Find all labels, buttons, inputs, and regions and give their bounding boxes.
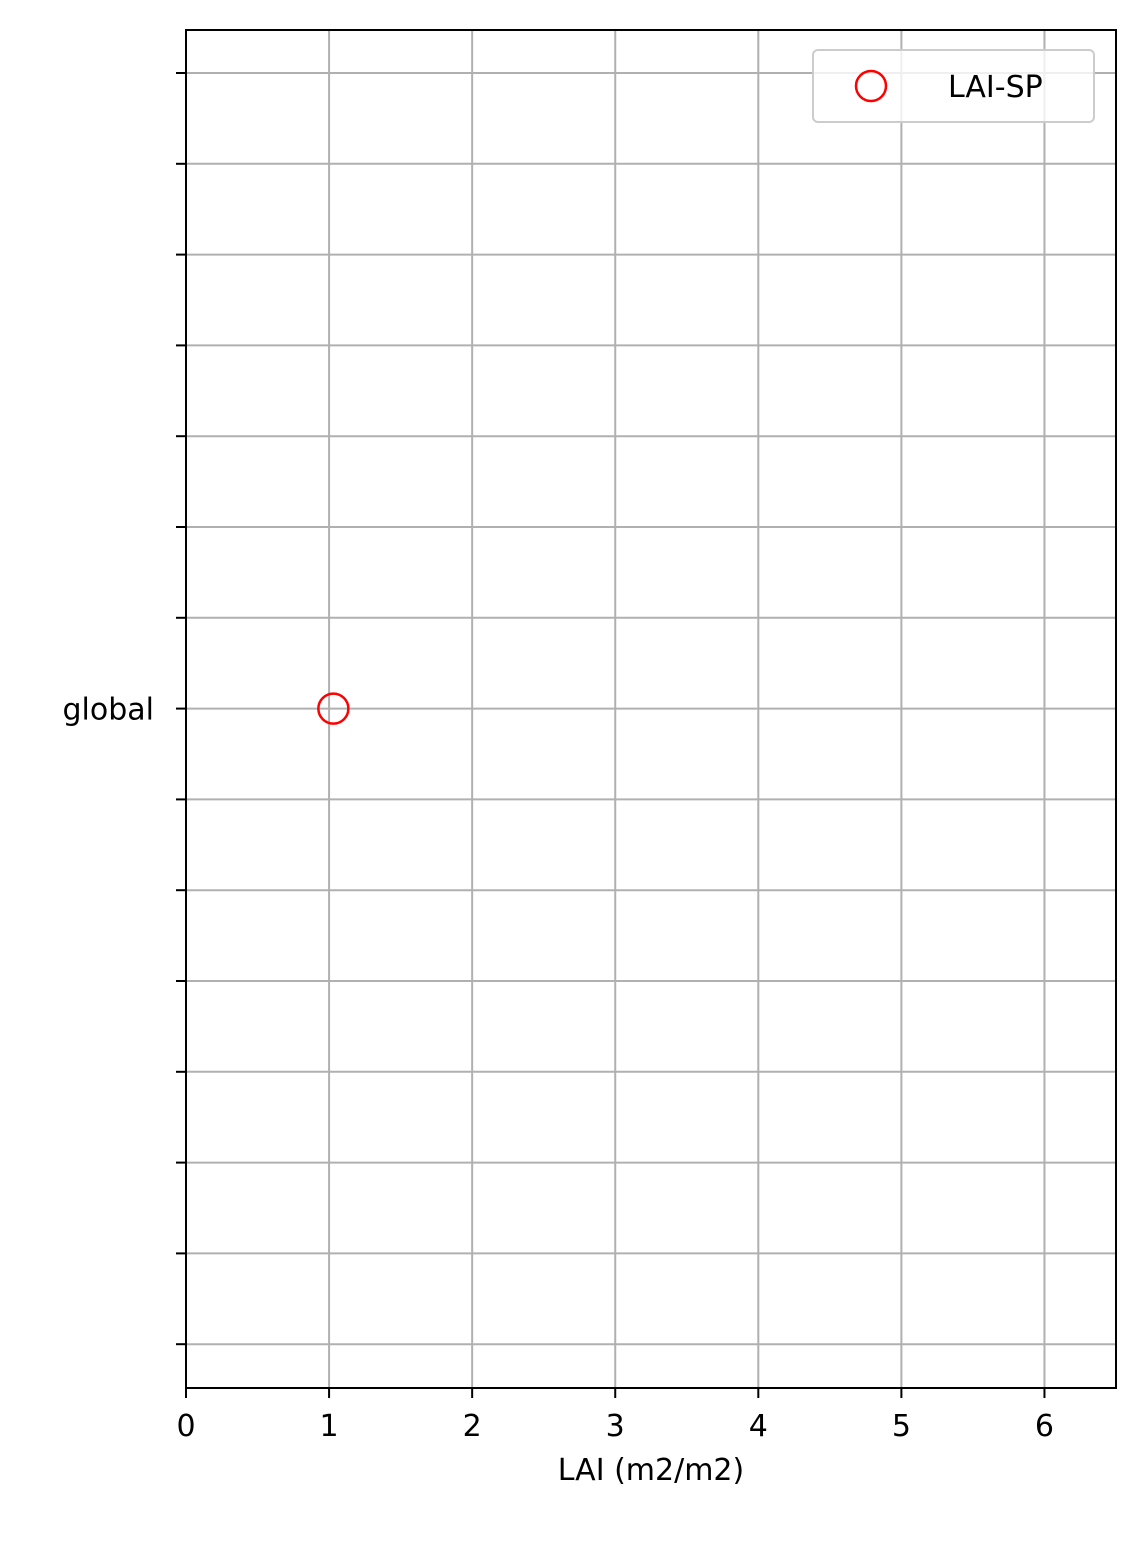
y-tick-label-global: global [63,693,155,728]
legend-label-lai-sp: LAI-SP [948,70,1043,105]
legend: LAI-SP [812,49,1095,123]
x-tick-label: 5 [892,1409,911,1444]
x-tick-label: 1 [320,1409,339,1444]
data-points [317,692,350,725]
x-tick-label: 6 [1035,1409,1054,1444]
ticks: 0 1 2 3 4 5 6 global [63,72,1054,1444]
grid [185,30,1116,1388]
legend-marker-lai-sp [854,69,888,103]
legend-box [812,49,1095,123]
x-tick-label: 3 [606,1409,625,1444]
x-tick-label: 0 [176,1409,195,1444]
data-point-lai-sp [317,692,350,725]
plot-frame [185,29,1117,1389]
x-tick-label: 4 [749,1409,768,1444]
x-axis-label: LAI (m2/m2) [558,1453,744,1488]
x-tick-label: 2 [463,1409,482,1444]
